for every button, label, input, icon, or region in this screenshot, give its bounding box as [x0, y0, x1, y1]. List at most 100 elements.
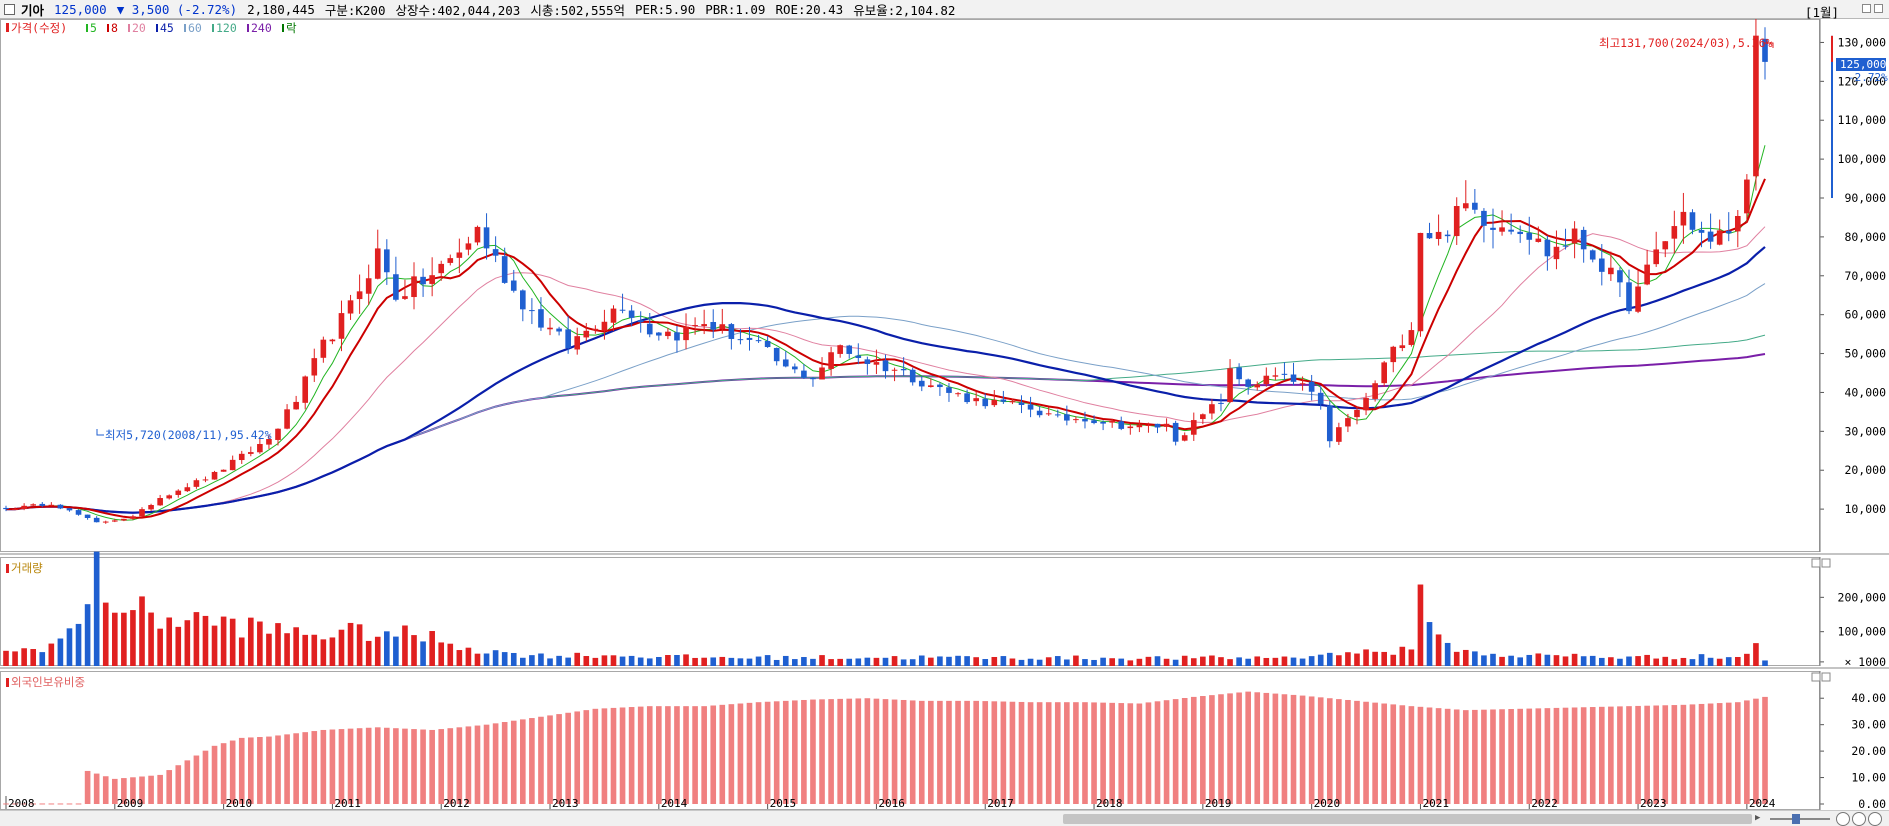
volume-bar — [402, 625, 408, 666]
candle — [247, 446, 254, 457]
candle — [928, 378, 934, 388]
volume-bar — [275, 623, 281, 666]
candle — [193, 478, 200, 489]
panel-checkbox[interactable] — [4, 3, 15, 15]
candle — [1326, 401, 1333, 448]
volume-bar — [492, 650, 499, 666]
volume-bar — [674, 654, 680, 666]
candle — [284, 404, 290, 430]
candle — [1317, 386, 1324, 410]
x-tick-label: 2015 — [770, 797, 797, 810]
volume-tick-label: 100,000 — [1838, 625, 1887, 639]
candle — [837, 344, 843, 358]
foreign-bar — [846, 698, 853, 804]
volume-bar — [202, 615, 209, 666]
candle — [737, 328, 744, 345]
volume-bar — [819, 655, 825, 666]
period-selector[interactable]: [1월] — [1804, 5, 1839, 20]
candle — [202, 476, 209, 483]
legend-swatch-icon — [282, 24, 284, 32]
candle — [1345, 413, 1351, 433]
legend-item-ma120: 120 — [216, 21, 237, 35]
candle — [520, 289, 526, 322]
legend-item-ma락: 락 — [286, 21, 297, 35]
minimize-icon[interactable] — [1862, 4, 1871, 13]
foreign-bar — [1589, 707, 1596, 804]
foreign-bar — [755, 702, 762, 804]
foreign-bar — [338, 729, 345, 804]
candle — [302, 375, 309, 410]
candle — [565, 316, 571, 354]
volume-bars — [3, 551, 1768, 666]
foreign-bar — [402, 728, 408, 804]
volume-bar — [891, 656, 898, 666]
candle — [628, 305, 635, 327]
chart-area[interactable]: 2008 2009 2010 2011 2012 2013 2014 2015 2016 2017… — [0, 19, 1889, 810]
volume-bar — [520, 657, 526, 666]
volume-bar — [501, 652, 508, 666]
volume-bar — [1009, 658, 1016, 666]
volume-bar — [1209, 655, 1215, 666]
scroll-thumb[interactable] — [1063, 814, 1752, 824]
volume-bar — [1236, 657, 1242, 666]
volume-bar — [1453, 651, 1460, 666]
foreign-bar — [710, 705, 717, 804]
candle — [1281, 362, 1288, 381]
horizontal-scrollbar[interactable]: ▶ — [0, 810, 1889, 826]
candle — [1218, 393, 1224, 412]
foreign-bar — [991, 701, 998, 804]
zoom-slider[interactable] — [1770, 814, 1830, 824]
foreign-bar — [166, 770, 173, 804]
candle — [574, 327, 581, 355]
foreign-bar — [1227, 693, 1233, 804]
price-tick-label: 80,000 — [1844, 230, 1886, 244]
foreign-tick-label: 0.00 — [1858, 797, 1886, 810]
zoom-out-icon[interactable] — [1852, 812, 1866, 826]
zoom-in-icon[interactable] — [1836, 812, 1850, 826]
volume-bar — [220, 616, 227, 666]
foreign-bar — [1481, 709, 1487, 804]
foreign-bar — [1453, 709, 1460, 804]
foreign-bar — [1009, 701, 1016, 804]
candle — [1580, 226, 1587, 263]
foreign-bar — [1762, 696, 1768, 804]
candle — [1290, 362, 1297, 386]
volume-bar — [1127, 660, 1134, 666]
close-icon[interactable] — [1874, 4, 1883, 13]
volume-bar — [247, 617, 254, 666]
low-arrow-icon — [96, 429, 104, 436]
foreign-bar — [492, 723, 499, 804]
volume-bar — [121, 612, 127, 666]
foreign-bar — [1417, 706, 1424, 804]
candle — [646, 313, 653, 338]
foreign-bar — [1254, 692, 1261, 804]
volume-bar — [75, 623, 82, 666]
zoom-knob[interactable] — [1792, 814, 1800, 824]
x-tick-label: 2018 — [1096, 797, 1123, 810]
last-price-label: 125,000 — [1840, 58, 1886, 71]
volume-bar — [1390, 654, 1397, 666]
candle — [619, 293, 626, 314]
foreign-bar — [39, 803, 46, 805]
candle — [456, 238, 463, 274]
volume-bar — [1417, 584, 1424, 666]
volume-bar — [1481, 655, 1487, 666]
volume-bar — [193, 612, 200, 666]
candle — [1653, 231, 1660, 267]
volume-bar — [583, 656, 590, 666]
candle — [1608, 251, 1614, 281]
scroll-right-arrow-icon[interactable]: ▶ — [1755, 813, 1761, 823]
volume-bar — [1544, 654, 1551, 666]
foreign-bar — [909, 700, 916, 804]
candle — [121, 518, 127, 522]
candle — [882, 354, 889, 379]
volume-bar — [284, 633, 290, 666]
foreign-bar — [556, 714, 562, 804]
zoom-reset-icon[interactable] — [1868, 812, 1882, 826]
foreign-bar — [257, 737, 263, 804]
candle — [1598, 244, 1605, 286]
foreign-bar — [728, 704, 735, 804]
foreign-bar — [656, 706, 662, 804]
candle — [1671, 210, 1678, 254]
foreign-bar — [193, 755, 200, 804]
